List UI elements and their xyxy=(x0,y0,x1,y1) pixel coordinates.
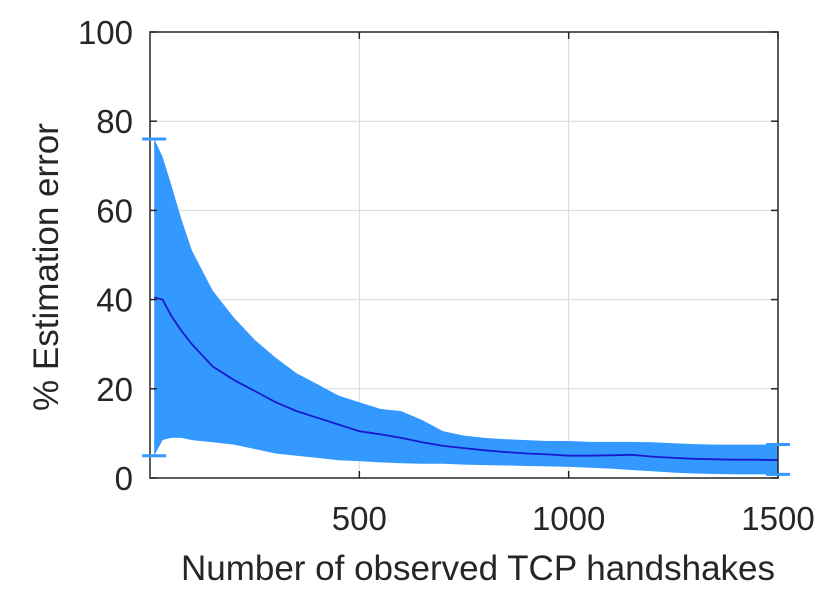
y-axis-ticks: 0 20 40 60 80 100 xyxy=(78,14,778,497)
y-tick-label: 60 xyxy=(96,192,133,229)
error-band xyxy=(154,139,778,475)
x-tick-label: 1500 xyxy=(741,500,814,537)
x-axis-ticks: 500 1000 1500 xyxy=(332,32,815,537)
y-tick-label: 80 xyxy=(96,103,133,140)
y-tick-label: 100 xyxy=(78,14,133,51)
y-axis-label: % Estimation error xyxy=(27,123,66,411)
plot-frame xyxy=(149,31,779,479)
y-tick-label: 20 xyxy=(96,371,133,408)
y-tick-label: 40 xyxy=(96,282,133,319)
x-axis-label: Number of observed TCP handshakes xyxy=(181,549,775,588)
mean-error-line xyxy=(153,296,779,462)
error-bar-caps xyxy=(142,137,790,476)
y-tick-label: 0 xyxy=(115,460,133,497)
x-tick-label: 500 xyxy=(332,500,387,537)
x-tick-label: 1000 xyxy=(532,500,605,537)
